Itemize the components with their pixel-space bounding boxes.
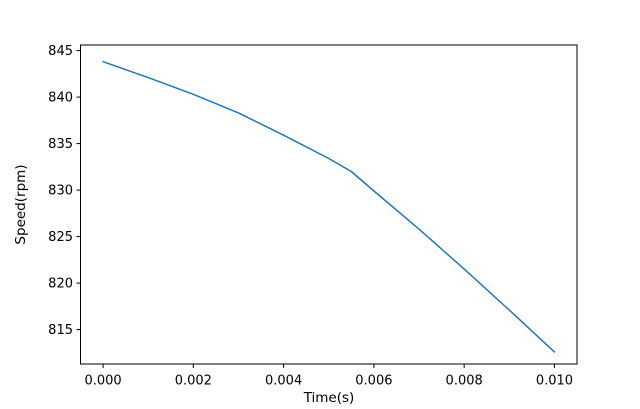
x-tick-label: 0.004 bbox=[265, 374, 302, 389]
y-tick-label: 815 bbox=[48, 323, 73, 338]
x-tick-label: 0.010 bbox=[536, 374, 573, 389]
speed-line bbox=[102, 60, 556, 353]
x-tick-label: 0.002 bbox=[175, 374, 212, 389]
y-axis-label: Speed(rpm) bbox=[13, 164, 29, 244]
y-tick-label: 845 bbox=[48, 44, 73, 59]
plot-area bbox=[80, 44, 578, 365]
y-tick-label: 825 bbox=[48, 230, 73, 245]
x-axis-ticks: 0.000 0.002 0.004 0.006 0.008 0.010 bbox=[84, 364, 573, 389]
y-tick-label: 835 bbox=[48, 137, 73, 152]
y-tick-label: 820 bbox=[48, 277, 73, 292]
x-tick-label: 0.006 bbox=[355, 374, 392, 389]
y-tick-label: 830 bbox=[48, 184, 73, 199]
y-axis-ticks: 815 820 825 830 835 840 845 bbox=[48, 44, 81, 338]
data-series bbox=[102, 60, 556, 353]
x-tick-label: 0.000 bbox=[84, 374, 121, 389]
x-tick-label: 0.008 bbox=[446, 374, 483, 389]
x-axis-label: Time(s) bbox=[303, 390, 355, 406]
y-tick-label: 840 bbox=[48, 91, 73, 106]
